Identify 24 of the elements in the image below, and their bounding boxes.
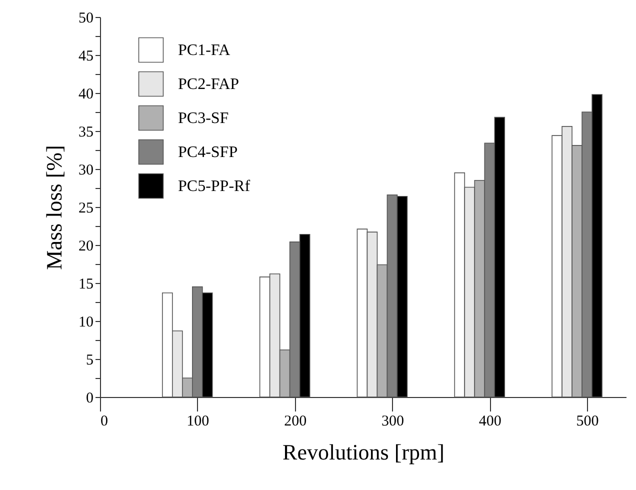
legend-label: PC5-PP-Rf bbox=[178, 178, 251, 195]
y-tick-label: 25 bbox=[78, 200, 94, 216]
legend-label: PC2-FAP bbox=[178, 76, 240, 93]
y-tick-label: 5 bbox=[86, 352, 94, 368]
x-tick-label: 500 bbox=[576, 414, 599, 430]
y-tick-label: 40 bbox=[78, 86, 94, 102]
y-tick-label: 45 bbox=[78, 48, 94, 64]
legend-label: PC4-SFP bbox=[178, 144, 238, 161]
legend-label: PC3-SF bbox=[178, 110, 229, 127]
y-tick-label: 10 bbox=[78, 314, 94, 330]
x-tick-label: 400 bbox=[478, 414, 502, 430]
x-tick-label: 200 bbox=[284, 414, 307, 430]
y-axis-title: Mass loss [%] bbox=[42, 145, 66, 270]
y-tick-label: 30 bbox=[78, 162, 94, 178]
x-tick-label: 0 bbox=[100, 414, 108, 430]
y-tick-label: 20 bbox=[78, 238, 94, 254]
y-tick-label: 15 bbox=[78, 276, 94, 292]
y-tick-label: 50 bbox=[78, 10, 94, 26]
legend-label: PC1-FA bbox=[178, 42, 231, 59]
y-tick-label: 0 bbox=[86, 390, 94, 406]
x-tick-label: 300 bbox=[381, 414, 404, 430]
y-tick-label: 35 bbox=[78, 124, 94, 140]
x-tick-label: 100 bbox=[186, 414, 210, 430]
x-axis-title: Revolutions [rpm] bbox=[282, 440, 444, 464]
